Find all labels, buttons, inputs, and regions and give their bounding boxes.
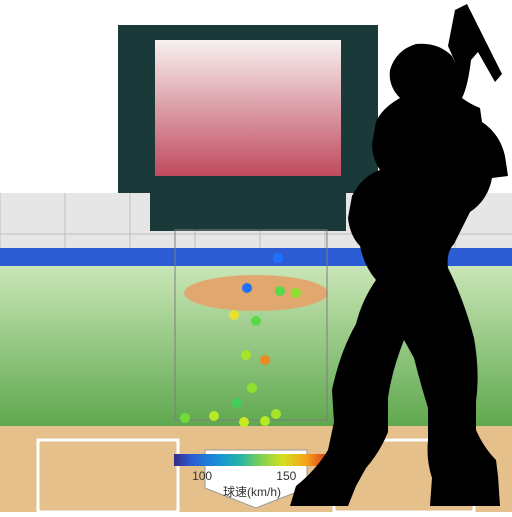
pitch-marker [242, 283, 252, 293]
pitch-marker [260, 416, 270, 426]
pitch-marker [232, 398, 242, 408]
pitch-marker [271, 409, 281, 419]
legend-label: 球速(km/h) [223, 485, 281, 499]
pitch-marker [291, 288, 301, 298]
pitch-marker [247, 383, 257, 393]
pitch-marker [260, 355, 270, 365]
pitch-marker [241, 350, 251, 360]
legend-tick: 100 [192, 469, 212, 483]
pitchers-mound [184, 275, 328, 311]
scoreboard [118, 25, 378, 231]
pitch-marker [273, 253, 283, 263]
legend-tick: 150 [276, 469, 296, 483]
pitch-marker [275, 286, 285, 296]
pitch-marker [251, 316, 261, 326]
pitch-marker [239, 417, 249, 427]
pitch-marker [229, 310, 239, 320]
pitch-marker [209, 411, 219, 421]
pitch-marker [180, 413, 190, 423]
